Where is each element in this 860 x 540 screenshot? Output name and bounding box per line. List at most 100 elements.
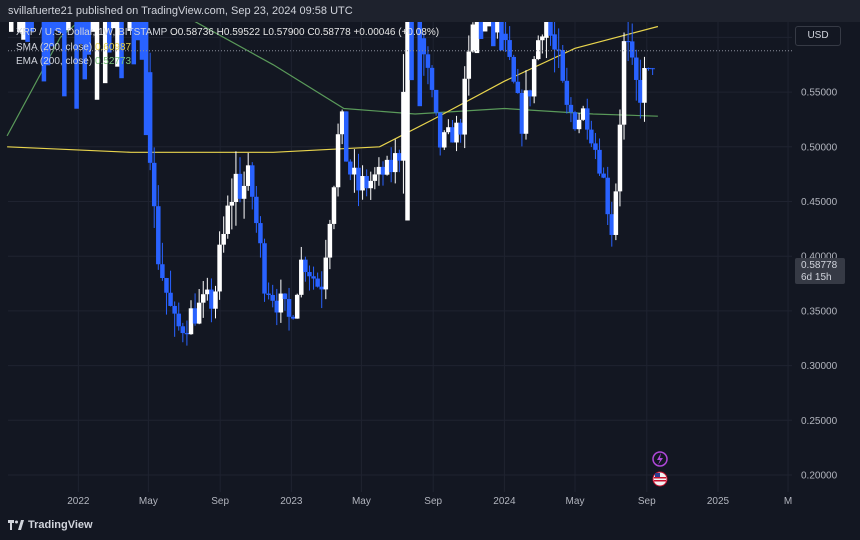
candle-body <box>495 22 500 33</box>
candle-body <box>503 33 508 41</box>
candle-body <box>511 56 516 82</box>
candle-body <box>107 22 112 53</box>
x-tick-label: 2022 <box>67 496 90 507</box>
candle-body <box>45 22 51 66</box>
price-chart[interactable]: 0.950000.900000.850000.800000.750000.700… <box>0 22 860 519</box>
candle-body <box>368 180 373 189</box>
candle-body <box>348 161 353 175</box>
candle-body <box>617 124 623 192</box>
candle-body <box>646 68 651 70</box>
candle-body <box>299 259 304 295</box>
candle-body <box>454 122 459 143</box>
candle-body <box>580 108 586 120</box>
candle-body <box>196 302 202 324</box>
candle-body <box>209 289 214 309</box>
y-tick-label: 0.30000 <box>801 361 838 372</box>
candle-body <box>482 22 488 32</box>
y-tick-label: 0.40000 <box>801 252 838 263</box>
candle-body <box>466 51 472 79</box>
brand-footer[interactable]: TradingView <box>8 519 93 531</box>
currency-button[interactable]: USD <box>795 26 841 46</box>
x-tick-label: Sep <box>211 496 229 507</box>
sma-label: SMA (200, close) <box>16 42 93 53</box>
high-value: H0.59522 <box>216 27 261 38</box>
candle-body <box>564 80 570 105</box>
candle-body <box>433 89 439 113</box>
ema-legend[interactable]: EMA (200, close) 0.52773 <box>16 56 131 67</box>
candle-body <box>597 149 602 174</box>
candle-body <box>160 264 165 278</box>
candle-body <box>486 22 492 27</box>
candle-body <box>311 276 316 279</box>
candle-body <box>274 300 280 313</box>
ema-value: 0.52773 <box>94 56 132 67</box>
x-tick-label: May <box>139 496 158 507</box>
candle-body <box>135 22 141 41</box>
candle-body <box>380 166 386 175</box>
candles <box>8 22 655 346</box>
candle-body <box>540 36 545 41</box>
last-price-value: 0.58778 <box>801 260 838 271</box>
candle-body <box>319 286 324 290</box>
candle-body <box>294 294 300 319</box>
candle-body <box>437 112 443 148</box>
ema-label: EMA (200, close) <box>16 56 93 67</box>
candle-body <box>62 22 67 97</box>
candle-body <box>474 22 480 54</box>
candle-body <box>147 72 153 163</box>
candle-body <box>360 176 365 191</box>
candle-body <box>589 129 594 144</box>
x-tick-label: May <box>566 496 585 507</box>
candle-body <box>331 187 337 224</box>
x-tick-label: 2025 <box>707 496 730 507</box>
candle-body <box>417 22 423 107</box>
candle-body <box>111 22 116 29</box>
candle-body <box>229 202 235 206</box>
candle-body <box>90 22 96 32</box>
candle-body <box>625 41 631 43</box>
sma-legend[interactable]: SMA (200, close) 0.60987 <box>16 42 131 53</box>
candle-body <box>376 166 382 175</box>
candle-body <box>397 153 402 161</box>
candle-body <box>58 22 63 33</box>
candle-body <box>278 293 284 313</box>
candle-body <box>217 244 222 292</box>
chart-grid <box>8 22 792 492</box>
candle-body <box>470 24 476 52</box>
candle-body <box>462 78 467 135</box>
publisher-bar: svillafuerte21 published on TradingView.… <box>0 0 860 22</box>
lightning-icon[interactable] <box>652 451 668 467</box>
candle-body <box>535 40 541 60</box>
candle-body <box>531 59 537 97</box>
candle-body <box>446 127 451 133</box>
symbol-name: XRP / U.S. Dollar, 1W, BITSTAMP <box>16 27 168 38</box>
candle-body <box>119 22 124 79</box>
candle-body <box>254 196 259 224</box>
y-tick-label: 0.45000 <box>801 197 838 208</box>
candle-body <box>307 272 312 277</box>
candle-body <box>621 41 627 125</box>
candle-body <box>327 223 333 258</box>
low-value: L0.57900 <box>262 27 305 38</box>
candle-body <box>151 162 157 207</box>
candle-body <box>262 243 267 294</box>
candle-body <box>629 41 635 58</box>
candle-body <box>609 214 615 235</box>
candle-body <box>601 173 606 178</box>
candle-body <box>335 134 341 188</box>
candle-body <box>552 34 557 50</box>
candle-body <box>519 93 525 134</box>
publisher-line: svillafuerte21 published on TradingView.… <box>8 5 353 17</box>
candle-body <box>233 173 239 203</box>
us-flag-icon[interactable] <box>652 471 668 487</box>
candle-body <box>41 22 47 82</box>
candle-body <box>409 22 414 81</box>
candle-body <box>172 305 177 314</box>
bar-countdown: 6d 15h <box>801 272 832 283</box>
candle-body <box>450 127 455 143</box>
candle-body <box>343 111 349 162</box>
candle-body <box>650 68 655 70</box>
candle-body <box>286 299 292 317</box>
candle-body <box>605 177 610 215</box>
candle-body <box>53 22 59 31</box>
